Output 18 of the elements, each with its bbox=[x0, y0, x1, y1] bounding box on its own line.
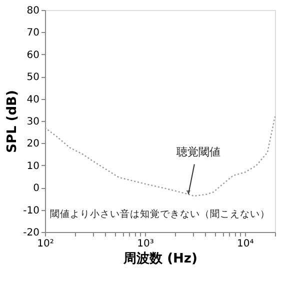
y-tick-label: -20 bbox=[23, 228, 40, 238]
y-tick-label: -10 bbox=[23, 205, 40, 216]
y-tick-label: 50 bbox=[26, 72, 40, 84]
annotation: 閾値より小さい音は知覚できない（聞こえない） bbox=[50, 208, 270, 220]
y-tick-label: 70 bbox=[26, 28, 40, 39]
y-tick-label: 60 bbox=[26, 50, 40, 61]
annotation: 聴覚閾値 bbox=[176, 145, 220, 158]
x-tick-label: 10³ bbox=[137, 238, 154, 250]
y-tick-label: 10 bbox=[26, 160, 40, 172]
y-tick-label: 80 bbox=[26, 6, 40, 16]
y-tick-label: 40 bbox=[26, 94, 40, 106]
x-tick-label: 10² bbox=[37, 238, 54, 250]
x-tick-label: 10⁴ bbox=[237, 238, 254, 250]
y-tick-label: 0 bbox=[33, 183, 40, 194]
x-axis-title: 周波数 (Hz) bbox=[122, 252, 198, 266]
y-tick-label: 20 bbox=[26, 138, 40, 150]
y-tick-label: 30 bbox=[26, 116, 40, 128]
y-axis-title: SPL (dB) bbox=[5, 90, 20, 153]
